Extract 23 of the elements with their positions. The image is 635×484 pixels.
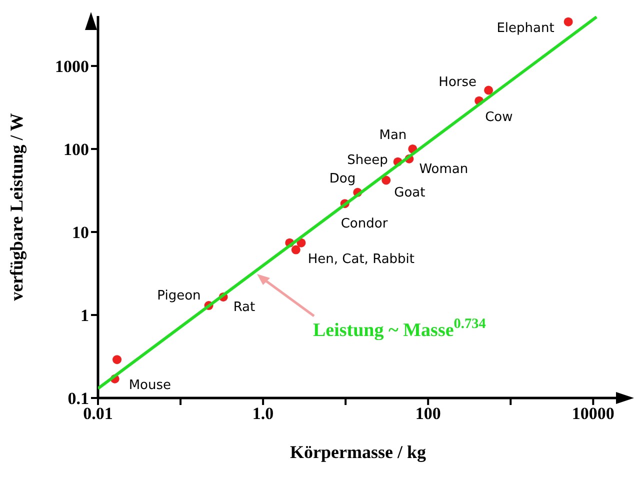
annotation: Mouse <box>128 378 172 393</box>
annotation: Condor <box>340 216 388 232</box>
annotation: Leistung ~ Masse$^{0.734}$ <box>313 316 486 341</box>
y-tick-label: 10 <box>72 223 89 242</box>
y-tick-label: 1000 <box>55 57 89 76</box>
x-axis-title: Körpermasse / kg <box>290 442 426 462</box>
annotation: Hen, Cat, Rabbit <box>308 252 414 267</box>
annotation: Dog <box>329 171 356 186</box>
annotation: Woman <box>419 162 468 177</box>
y-tick-label: 1 <box>80 306 89 326</box>
x-tick-label: 1.0 <box>252 404 274 424</box>
annotation: Rat <box>233 300 256 315</box>
annotation: Pigeon <box>157 288 201 304</box>
annotation: Elephant <box>496 20 554 36</box>
annotation: Cow <box>485 110 514 125</box>
x-tick-label: 10000 <box>572 404 614 424</box>
annotation: Sheep <box>347 152 388 168</box>
x-tick-label: 100 <box>415 404 441 424</box>
annotation: Man <box>379 128 407 143</box>
annotation: Goat <box>394 185 426 200</box>
annotation: Horse <box>438 75 477 90</box>
y-axis-title: verfügbare Leistung / W <box>6 113 26 301</box>
y-tick-label: 100 <box>64 140 89 160</box>
